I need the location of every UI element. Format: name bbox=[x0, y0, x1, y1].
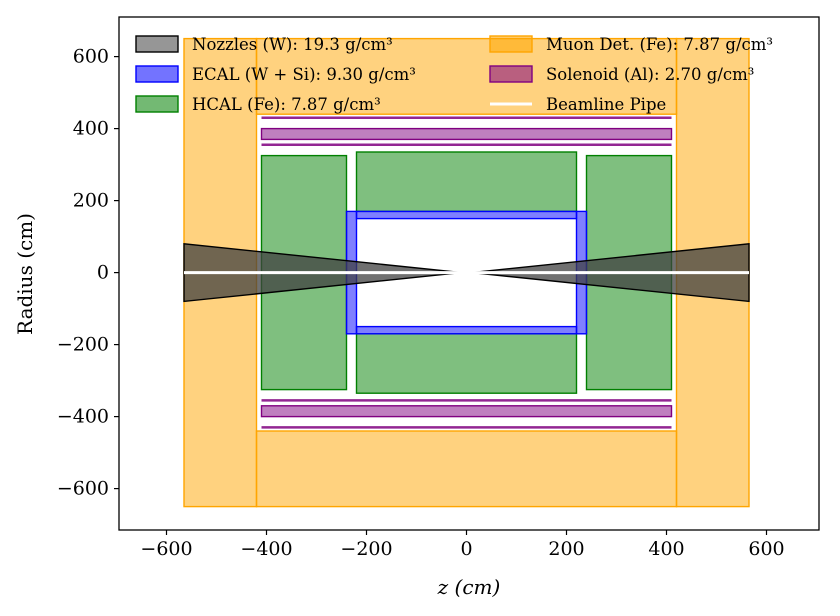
axes-frame bbox=[118, 16, 820, 531]
solenoid-region-1 bbox=[260, 127, 673, 141]
solenoid-region-2 bbox=[260, 405, 673, 418]
y-axis-label: Radius (cm) bbox=[13, 213, 37, 335]
muon-det-region-3 bbox=[255, 37, 678, 115]
y-axis: −600 −400 −200 0 200 400 600 bbox=[57, 46, 119, 500]
legend-label: HCAL (Fe): 7.87 g/cm³ bbox=[192, 95, 381, 114]
y-tick-label: 400 bbox=[73, 118, 109, 140]
x-tick-label: 600 bbox=[748, 538, 784, 560]
y-tick-label: 200 bbox=[73, 190, 109, 212]
legend-label: Beamline Pipe bbox=[546, 95, 666, 114]
y-tick-label: −400 bbox=[57, 406, 109, 428]
x-tick-label: −200 bbox=[340, 538, 392, 560]
hcal-region-2 bbox=[355, 333, 578, 394]
x-tick-label: 400 bbox=[648, 538, 684, 560]
x-tick-label: 200 bbox=[548, 538, 584, 560]
y-tick-label: 600 bbox=[73, 46, 109, 68]
x-axis-label: z (cm) bbox=[437, 575, 501, 599]
legend-label: Solenoid (Al): 2.70 g/cm³ bbox=[546, 65, 754, 84]
x-tick-label: −600 bbox=[140, 538, 192, 560]
legend-label: Muon Det. (Fe): 7.87 g/cm³ bbox=[546, 35, 773, 54]
legend-swatch bbox=[489, 65, 533, 83]
ecal-region-2 bbox=[355, 325, 578, 335]
legend: Nozzles (W): 19.3 g/cm³ ECAL (W + Si): 9.… bbox=[135, 35, 773, 114]
y-tick-label: −200 bbox=[57, 334, 109, 356]
x-axis: −600 −400 −200 0 200 400 600 bbox=[140, 530, 785, 560]
hcal-region-1 bbox=[355, 151, 578, 213]
y-tick-label: −600 bbox=[57, 478, 109, 500]
legend-label: Nozzles (W): 19.3 g/cm³ bbox=[192, 35, 393, 54]
plot-area bbox=[183, 37, 750, 508]
muon-det-region-4 bbox=[255, 430, 678, 508]
legend-swatch bbox=[135, 65, 179, 83]
legend-label: ECAL (W + Si): 9.30 g/cm³ bbox=[192, 65, 416, 84]
y-tick-label: 0 bbox=[97, 262, 109, 284]
ecal-region-1 bbox=[355, 210, 578, 220]
legend-swatch bbox=[135, 35, 179, 53]
legend-swatch bbox=[135, 95, 179, 113]
x-tick-label: 0 bbox=[460, 538, 472, 560]
x-tick-label: −400 bbox=[240, 538, 292, 560]
legend-swatch bbox=[489, 35, 533, 53]
